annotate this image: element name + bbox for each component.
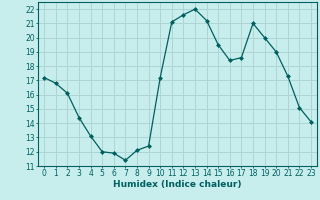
X-axis label: Humidex (Indice chaleur): Humidex (Indice chaleur) bbox=[113, 180, 242, 189]
